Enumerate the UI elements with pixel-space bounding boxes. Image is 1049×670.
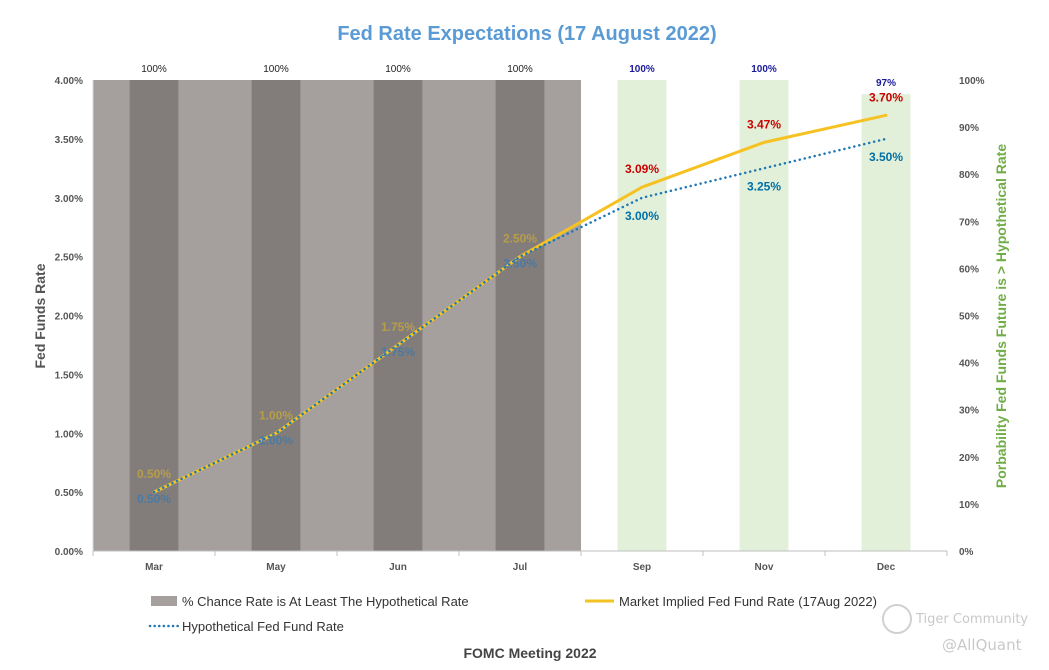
legend-implied-label: Market Implied Fed Fund Rate (17Aug 2022… [619, 594, 877, 609]
left-tick-label: 0.00% [55, 547, 83, 558]
hypothetical-rate-data-label: 2.50% [503, 257, 537, 271]
implied-rate-data-label: 0.50% [137, 467, 171, 481]
left-tick-label: 2.00% [55, 312, 83, 323]
x-axis-title: FOMC Meeting 2022 [463, 645, 596, 661]
market-implied-rate-line [152, 113, 888, 494]
legend-bar-label: % Chance Rate is At Least The Hypothetic… [182, 594, 469, 609]
legend-hypothetical-label: Hypothetical Fed Fund Rate [182, 619, 344, 634]
category-label: May [266, 562, 286, 573]
left-axis-title: Fed Funds Rate [32, 263, 48, 368]
left-tick-label: 1.50% [55, 370, 83, 381]
bar-data-label: 100% [263, 64, 289, 75]
probability-bar [617, 80, 667, 551]
watermark-brand: Tiger Community [916, 611, 1029, 627]
probability-bar [129, 80, 179, 551]
left-tick-label: 4.00% [55, 76, 83, 87]
right-tick-label: 10% [959, 500, 979, 511]
right-tick-label: 80% [959, 170, 979, 181]
hypothetical-rate-data-label: 1.75% [381, 345, 415, 359]
implied-rate-data-label: 3.09% [625, 162, 659, 176]
probability-bar [495, 80, 545, 551]
left-tick-label: 3.00% [55, 194, 83, 205]
right-tick-label: 40% [959, 359, 979, 370]
watermark-handle: @AllQuant [942, 636, 1022, 654]
right-tick-label: 100% [959, 76, 985, 87]
bar-data-label: 100% [507, 64, 533, 75]
implied-rate-data-label: 3.47% [747, 117, 781, 131]
bar-data-label: 100% [751, 64, 777, 75]
chart-title: Fed Rate Expectations (17 August 2022) [337, 23, 716, 45]
hypothetical-rate-data-label: 3.50% [869, 150, 903, 164]
tiger-community-watermark: Tiger Community [882, 604, 1028, 634]
bar-data-label: 97% [876, 78, 896, 89]
implied-rate-data-label: 1.00% [259, 408, 293, 422]
tiger-logo-icon [882, 604, 912, 634]
implied-rate-data-label: 3.70% [869, 90, 903, 104]
hypothetical-rate-line [152, 137, 888, 494]
right-tick-label: 30% [959, 406, 979, 417]
probability-bar [739, 80, 789, 551]
left-tick-label: 3.50% [55, 135, 83, 146]
category-label: Jun [389, 562, 407, 573]
bar-data-label: 100% [141, 64, 167, 75]
hypothetical-rate-data-label: 3.00% [625, 209, 659, 223]
probability-bar [251, 80, 301, 551]
probability-bar [861, 94, 911, 551]
right-tick-label: 90% [959, 123, 979, 134]
hypothetical-rate-data-label: 3.25% [747, 179, 781, 193]
category-label: Jul [513, 562, 528, 573]
bar-data-label: 100% [385, 64, 411, 75]
category-label: Dec [877, 562, 896, 573]
category-label: Sep [633, 562, 651, 573]
implied-rate-data-label: 2.50% [503, 232, 537, 246]
right-tick-label: 60% [959, 264, 979, 275]
right-axis-title: Porbability Fed Funds Future is > Hypoth… [993, 144, 1009, 488]
plot-area: 100% 100% 100% 100% 100% 100% 97% 0.00% 0.50% 1.0… [55, 64, 985, 573]
bar-data-label: 100% [629, 64, 655, 75]
implied-rate-data-label: 1.75% [381, 320, 415, 334]
hypothetical-rate-data-label: 0.50% [137, 492, 171, 506]
legend: % Chance Rate is At Least The Hypothetic… [148, 594, 877, 634]
legend-bar-swatch [151, 596, 177, 606]
left-tick-label: 2.50% [55, 253, 83, 264]
category-label: Mar [145, 562, 163, 573]
right-tick-label: 50% [959, 312, 979, 323]
right-tick-label: 20% [959, 453, 979, 464]
left-tick-label: 1.00% [55, 429, 83, 440]
category-label: Nov [755, 562, 774, 573]
hypothetical-rate-data-label: 1.00% [259, 433, 293, 447]
right-tick-label: 70% [959, 217, 979, 228]
right-tick-label: 0% [959, 547, 974, 558]
left-tick-label: 0.50% [55, 488, 83, 499]
probability-bar [373, 80, 423, 551]
